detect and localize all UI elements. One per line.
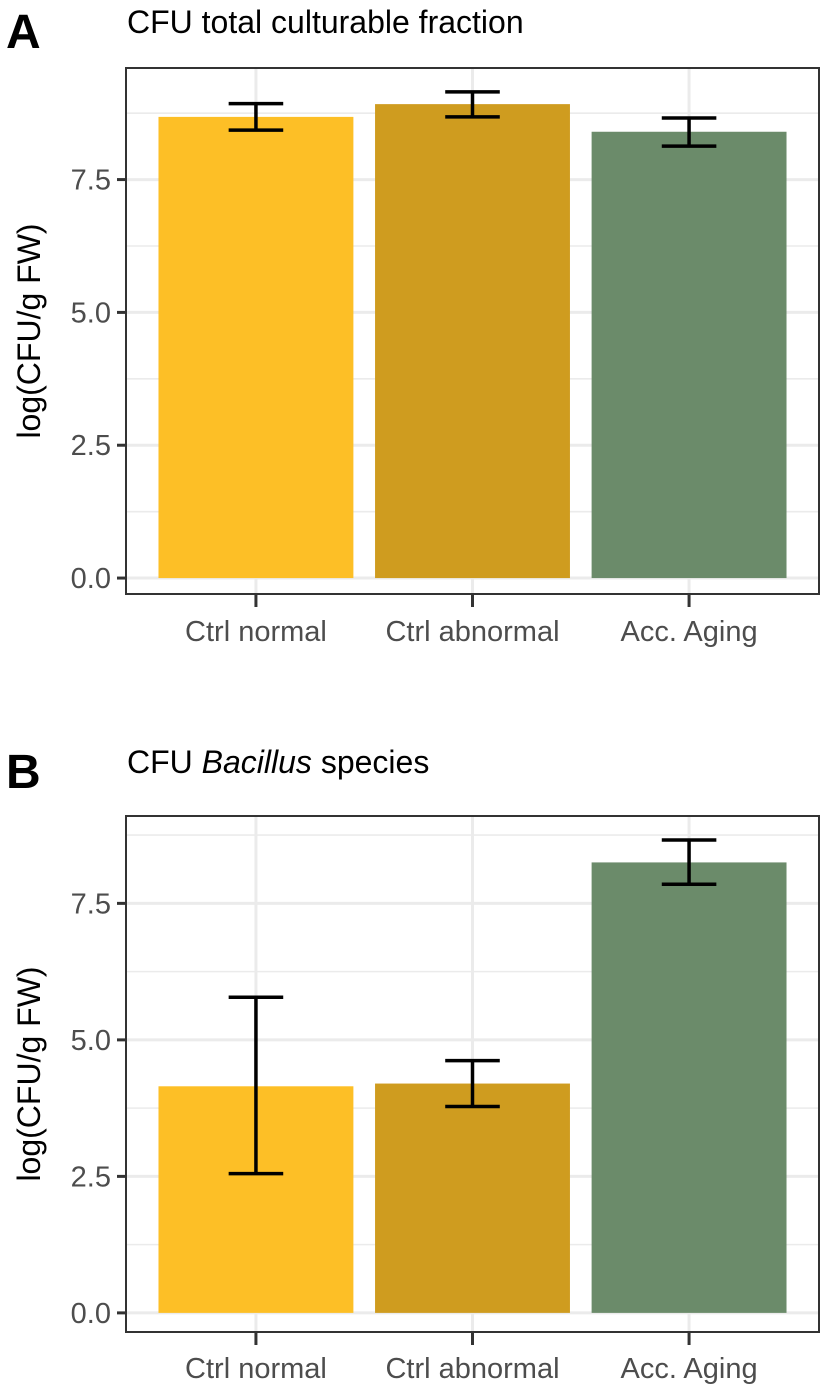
chart-title: CFU Bacillus species [127,744,429,780]
x-tick-label: Acc. Aging [621,616,758,648]
error-bar [661,838,717,887]
chart-title-part: CFU total culturable fraction [127,4,524,40]
bar-ctrl-abnormal [375,104,570,579]
y-axis-title: log(CFU/g FW) [11,223,47,438]
y-tick-label: 0.0 [71,1298,111,1330]
error-bar [445,1058,500,1109]
y-tick-label: 2.5 [71,430,111,462]
chart-title: CFU total culturable fraction [127,4,524,40]
panel-letter: A [6,6,41,59]
x-tick-label: Ctrl abnormal [385,616,559,648]
chart-title-part: CFU [127,744,202,780]
y-tick-label: 2.5 [71,1161,111,1193]
error-bar [445,90,500,119]
x-tick-label: Ctrl normal [185,1353,327,1385]
y-axis-title: log(CFU/g FW) [11,966,47,1181]
y-tick-label: 5.0 [71,1025,111,1057]
y-tick-label: 7.5 [71,165,111,197]
chart-title-part: species [312,744,429,780]
error-bar [661,116,717,148]
y-tick-label: 0.0 [71,563,111,595]
y-tick-label: 7.5 [71,888,111,920]
x-tick-label: Ctrl normal [185,616,327,648]
bar-acc-aging [591,862,787,1313]
chart-panel-b: B CFU Bacillus species 0.0 2.5 5.0 7.5 Ctrl no… [6,744,820,1385]
panel-letter: B [6,746,41,799]
bar-ctrl-normal [158,116,354,579]
bar-acc-aging [591,131,787,579]
y-tick-label: 5.0 [71,297,111,329]
x-tick-label: Acc. Aging [621,1353,758,1385]
error-bar [228,995,284,1176]
bar-ctrl-abnormal [375,1083,570,1313]
chart-panel-a: A CFU total culturable fraction 0.0 2.5 5.0 7… [6,4,820,648]
error-bar [228,101,284,132]
x-tick-label: Ctrl abnormal [385,1353,559,1385]
chart-title-italic: Bacillus [202,744,312,780]
